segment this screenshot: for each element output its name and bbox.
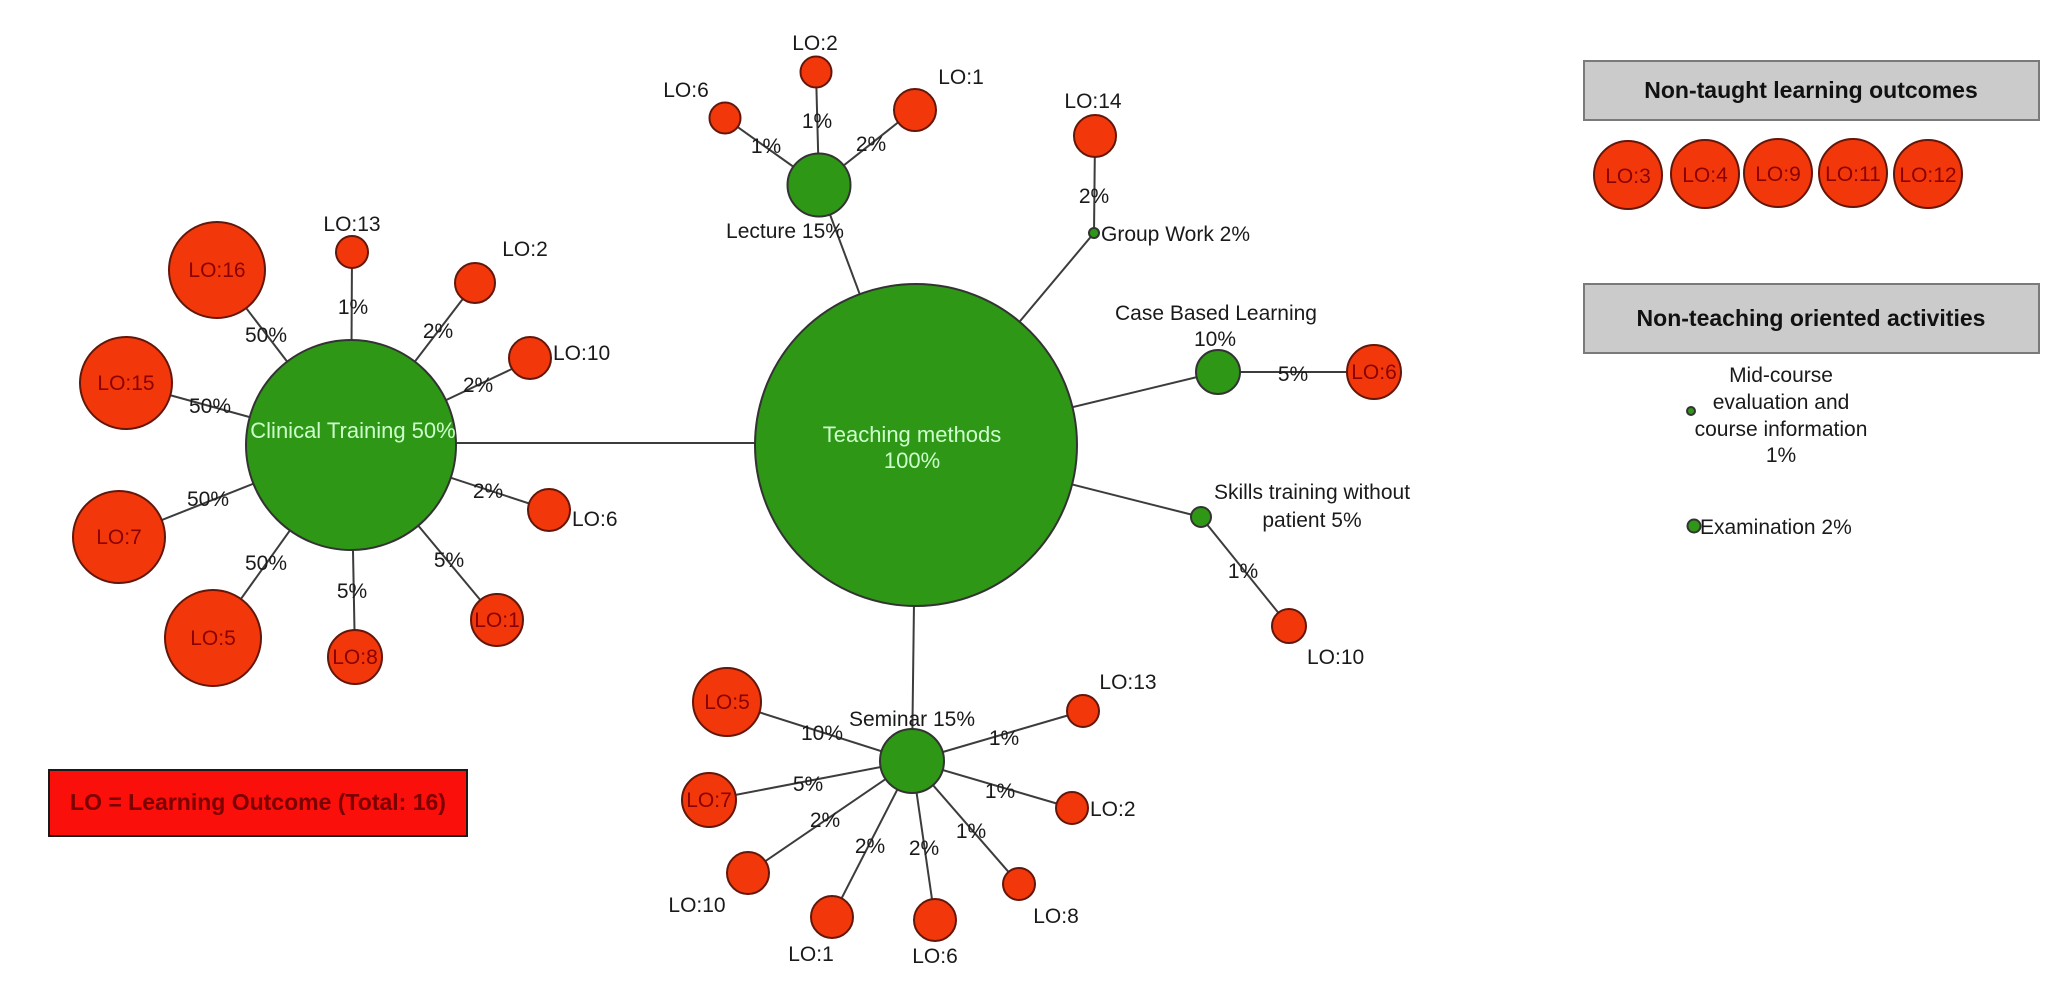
svg-text:LO:11: LO:11: [1825, 163, 1881, 186]
svg-text:1%: 1%: [985, 780, 1015, 803]
svg-text:5%: 5%: [434, 549, 464, 572]
svg-text:evaluation and: evaluation and: [1713, 391, 1850, 414]
svg-text:Group Work 2%: Group Work 2%: [1101, 223, 1250, 246]
svg-text:LO:2: LO:2: [792, 32, 838, 55]
svg-text:5%: 5%: [793, 773, 823, 796]
svg-text:2%: 2%: [810, 809, 840, 832]
svg-text:LO:9: LO:9: [1755, 163, 1801, 186]
svg-text:LO:13: LO:13: [323, 213, 380, 236]
svg-text:Seminar 15%: Seminar 15%: [849, 708, 975, 731]
svg-text:Mid-course: Mid-course: [1729, 364, 1833, 387]
svg-text:Non-teaching oriented activiti: Non-teaching oriented activities: [1637, 305, 1986, 331]
svg-text:5%: 5%: [337, 580, 367, 603]
svg-text:Non-taught learning outcomes: Non-taught learning outcomes: [1644, 77, 1978, 103]
svg-text:LO:6: LO:6: [572, 508, 618, 531]
svg-text:LO:1: LO:1: [474, 609, 520, 632]
svg-text:50%: 50%: [189, 395, 231, 418]
svg-text:LO = Learning Outcome (Total:: LO = Learning Outcome (Total: 16): [70, 789, 446, 815]
svg-text:1%: 1%: [751, 135, 781, 158]
svg-text:LO:10: LO:10: [668, 894, 725, 917]
svg-text:LO:14: LO:14: [1064, 90, 1122, 113]
svg-text:Clinical Training 50%: Clinical Training 50%: [250, 418, 455, 443]
svg-text:1%: 1%: [338, 296, 368, 319]
svg-text:2%: 2%: [909, 837, 939, 860]
svg-text:LO:6: LO:6: [663, 79, 709, 102]
svg-text:2%: 2%: [463, 374, 493, 397]
svg-text:2%: 2%: [473, 480, 503, 503]
svg-text:LO:1: LO:1: [938, 66, 984, 89]
svg-text:course information: course information: [1695, 418, 1868, 441]
svg-text:Teaching methods: Teaching methods: [823, 422, 1002, 447]
svg-text:LO:1: LO:1: [788, 943, 834, 966]
svg-text:LO:15: LO:15: [97, 372, 154, 395]
svg-text:LO:2: LO:2: [1090, 798, 1136, 821]
svg-text:10%: 10%: [1194, 328, 1236, 351]
svg-text:LO:6: LO:6: [1351, 361, 1397, 384]
svg-text:2%: 2%: [855, 835, 885, 858]
svg-text:1%: 1%: [1766, 444, 1796, 467]
svg-text:Skills training without: Skills training without: [1214, 481, 1410, 504]
svg-text:LO:3: LO:3: [1605, 165, 1651, 188]
svg-text:50%: 50%: [245, 552, 287, 575]
svg-text:1%: 1%: [802, 110, 832, 133]
svg-text:LO:10: LO:10: [1307, 646, 1364, 669]
svg-text:2%: 2%: [1079, 185, 1109, 208]
svg-text:Case Based Learning: Case Based Learning: [1115, 302, 1317, 325]
svg-text:LO:7: LO:7: [96, 526, 142, 549]
svg-text:2%: 2%: [856, 133, 886, 156]
svg-text:50%: 50%: [245, 324, 287, 347]
svg-text:1%: 1%: [989, 727, 1019, 750]
svg-text:LO:2: LO:2: [502, 238, 548, 261]
svg-text:LO:8: LO:8: [1033, 905, 1079, 928]
svg-text:LO:16: LO:16: [188, 259, 245, 282]
svg-text:LO:5: LO:5: [190, 627, 236, 650]
svg-text:1%: 1%: [956, 820, 986, 843]
svg-text:LO:12: LO:12: [1899, 164, 1956, 187]
svg-text:Examination 2%: Examination 2%: [1700, 516, 1852, 539]
svg-text:LO:4: LO:4: [1682, 164, 1728, 187]
svg-text:1%: 1%: [1228, 560, 1258, 583]
svg-text:100%: 100%: [884, 448, 940, 473]
svg-text:50%: 50%: [187, 488, 229, 511]
svg-text:LO:6: LO:6: [912, 945, 958, 968]
svg-text:10%: 10%: [801, 722, 843, 745]
svg-text:2%: 2%: [423, 320, 453, 343]
svg-text:LO:5: LO:5: [704, 691, 750, 714]
svg-text:LO:10: LO:10: [553, 342, 610, 365]
svg-text:LO:7: LO:7: [686, 789, 732, 812]
svg-text:LO:8: LO:8: [332, 646, 378, 669]
svg-text:LO:13: LO:13: [1099, 671, 1156, 694]
svg-text:patient 5%: patient 5%: [1262, 509, 1361, 532]
svg-text:5%: 5%: [1278, 363, 1308, 386]
svg-text:Lecture 15%: Lecture 15%: [726, 220, 844, 243]
